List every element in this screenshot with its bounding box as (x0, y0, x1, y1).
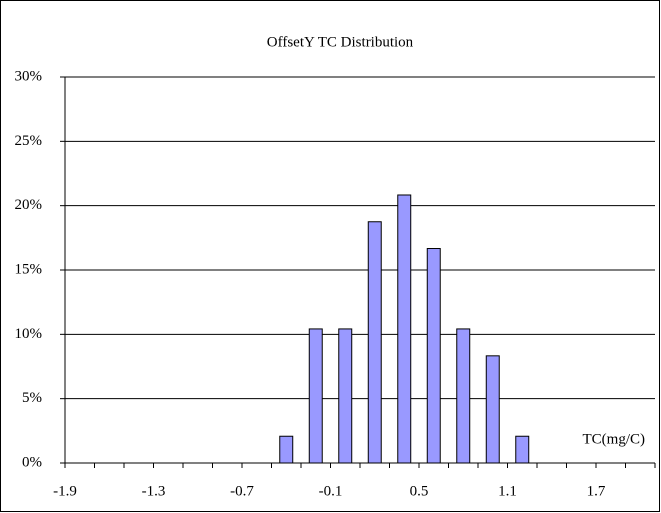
y-tick-label: 10% (15, 326, 43, 342)
bar (279, 435, 294, 464)
y-tick-label: 15% (15, 261, 43, 277)
x-tick-label: 0.5 (410, 483, 429, 499)
bar (308, 328, 323, 464)
x-tick-label: 1.7 (587, 483, 606, 499)
y-tick-label: 5% (22, 390, 42, 406)
x-tick-label: -0.7 (230, 483, 254, 499)
x-tick-label: 1.1 (498, 483, 517, 499)
x-tick-label: -1.3 (142, 483, 166, 499)
chart-title: OffsetY TC Distribution (267, 34, 414, 50)
bar (426, 248, 441, 464)
x-axis-label: TC(mg/C) (583, 431, 646, 447)
y-tick-label: 0% (22, 454, 42, 470)
bar (397, 194, 412, 464)
bar (515, 435, 530, 464)
bar (485, 355, 500, 464)
y-tick-label: 25% (15, 133, 43, 149)
x-tick-label: -1.9 (53, 483, 77, 499)
bar (338, 328, 353, 464)
x-tick-label: -0.1 (319, 483, 343, 499)
y-tick-label: 20% (15, 197, 43, 213)
bar (456, 328, 471, 464)
y-tick-label: 30% (15, 68, 43, 84)
bar (367, 221, 382, 464)
